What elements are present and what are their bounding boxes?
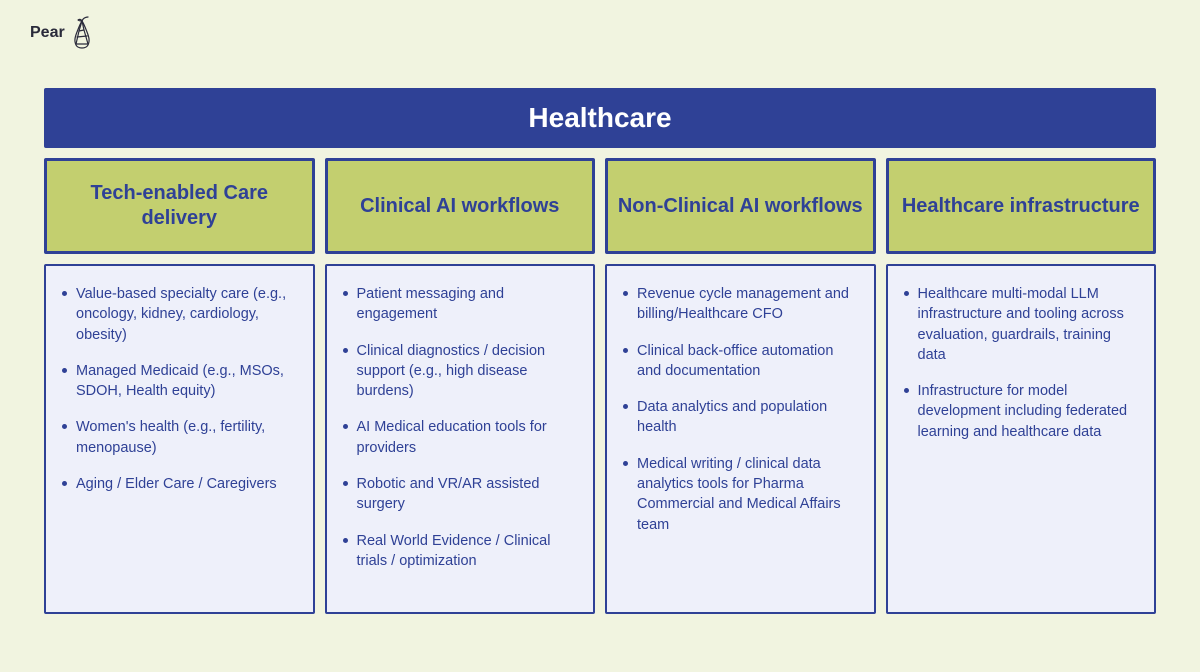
main-title: Healthcare bbox=[44, 88, 1156, 148]
list-item: Value-based specialty care (e.g., oncolo… bbox=[76, 284, 299, 345]
pear-icon bbox=[67, 14, 97, 52]
list-item: Patient messaging and engagement bbox=[357, 284, 580, 325]
infographic-frame: Healthcare Tech-enabled Care delivery Va… bbox=[44, 88, 1156, 642]
list-item: Infrastructure for model development inc… bbox=[918, 381, 1141, 442]
columns-row: Tech-enabled Care delivery Value-based s… bbox=[44, 158, 1156, 614]
list-item: Real World Evidence / Clinical trials / … bbox=[357, 531, 580, 572]
list-item: Women's health (e.g., fertility, menopau… bbox=[76, 417, 299, 458]
list-item: Clinical diagnostics / decision support … bbox=[357, 341, 580, 402]
column-body: Healthcare multi-modal LLM infrastructur… bbox=[886, 264, 1157, 614]
column-non-clinical-ai: Non-Clinical AI workflows Revenue cycle … bbox=[605, 158, 876, 614]
brand-name: Pear bbox=[30, 24, 65, 42]
list-item: Aging / Elder Care / Caregivers bbox=[76, 474, 299, 494]
list-item: Healthcare multi-modal LLM infrastructur… bbox=[918, 284, 1141, 365]
column-header: Healthcare infrastructure bbox=[886, 158, 1157, 254]
list-item: Managed Medicaid (e.g., MSOs, SDOH, Heal… bbox=[76, 361, 299, 402]
column-body: Revenue cycle management and billing/Hea… bbox=[605, 264, 876, 614]
list-item: Medical writing / clinical data analytic… bbox=[637, 454, 860, 535]
list-item: Clinical back-office automation and docu… bbox=[637, 341, 860, 382]
column-body: Value-based specialty care (e.g., oncolo… bbox=[44, 264, 315, 614]
column-tech-enabled-care: Tech-enabled Care delivery Value-based s… bbox=[44, 158, 315, 614]
column-body: Patient messaging and engagement Clinica… bbox=[325, 264, 596, 614]
column-header: Non-Clinical AI workflows bbox=[605, 158, 876, 254]
column-header: Tech-enabled Care delivery bbox=[44, 158, 315, 254]
list-item: Revenue cycle management and billing/Hea… bbox=[637, 284, 860, 325]
brand-logo: Pear bbox=[30, 14, 97, 52]
list-item: Robotic and VR/AR assisted surgery bbox=[357, 474, 580, 515]
column-header: Clinical AI workflows bbox=[325, 158, 596, 254]
list-item: Data analytics and population health bbox=[637, 397, 860, 438]
column-clinical-ai: Clinical AI workflows Patient messaging … bbox=[325, 158, 596, 614]
column-healthcare-infra: Healthcare infrastructure Healthcare mul… bbox=[886, 158, 1157, 614]
list-item: AI Medical education tools for providers bbox=[357, 417, 580, 458]
